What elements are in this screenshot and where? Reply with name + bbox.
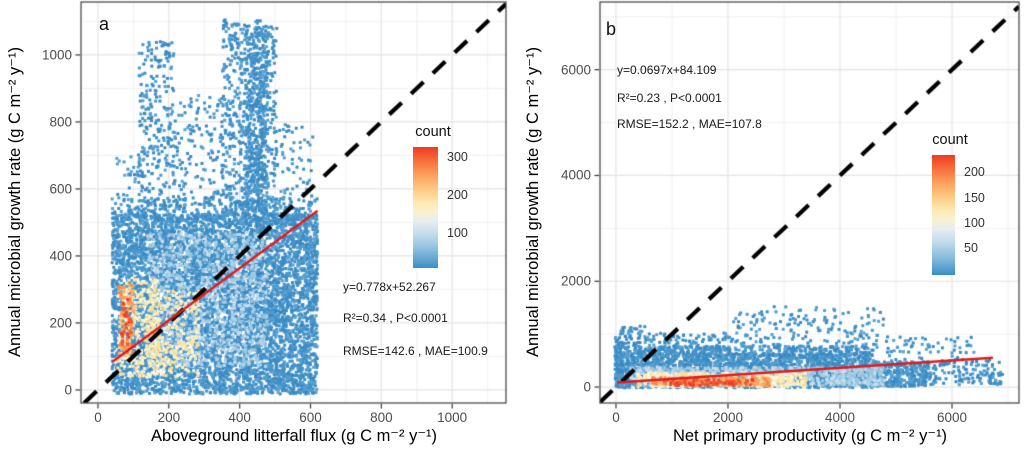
panel-b-rmse-mae: RMSE=152.2 , MAE=107.8 bbox=[617, 117, 762, 131]
panel-a-x-tick-label: 200 bbox=[157, 410, 181, 425]
panel-a-x-tick-label: 0 bbox=[94, 410, 102, 425]
panel-a-y-axis-title: Annual microbial growth rate (g C m⁻² y⁻… bbox=[6, 47, 24, 357]
panel-a-y-tick-label: 1000 bbox=[41, 47, 72, 63]
panel-a-regression-equation: y=0.778x+52.267 bbox=[343, 280, 436, 294]
panel-b-x-tick-label: 0 bbox=[612, 410, 620, 425]
panel-b-y-tick-label: 4000 bbox=[560, 167, 591, 183]
panel-a-colorbar-tick-label: 100 bbox=[447, 225, 468, 240]
panel-b-x-tick-label: 4000 bbox=[824, 410, 856, 425]
panel-b-x-tick-label: 2000 bbox=[712, 410, 743, 425]
panel-b-y-tick-label: 6000 bbox=[560, 62, 591, 78]
panel-b-x-tick-label: 6000 bbox=[936, 410, 968, 425]
panel-a-x-tick-label: 1000 bbox=[437, 410, 468, 425]
panel-a-y-tick-label: 800 bbox=[49, 114, 72, 130]
panel-a-label: a bbox=[99, 14, 110, 34]
panel-a-colorbar-gradient bbox=[413, 147, 438, 268]
panel-b-colorbar-gradient bbox=[932, 155, 955, 275]
panel-a-r2-pvalue: R²=0.34 , P<0.0001 bbox=[343, 311, 448, 325]
panel-a-x-tick-label: 400 bbox=[228, 410, 251, 425]
panel-a-rmse-mae: RMSE=142.6 , MAE=100.9 bbox=[343, 344, 488, 358]
panel-b-colorbar-tick-label: 50 bbox=[964, 241, 978, 255]
panel-a-colorbar-tick-label: 300 bbox=[447, 150, 468, 165]
panel-b-y-axis-title: Annual microbial growth rate (g C m⁻² y⁻… bbox=[524, 47, 542, 357]
panel-b-label: b bbox=[606, 19, 617, 39]
panel-b-y-tick-label: 0 bbox=[583, 379, 591, 395]
panel-a-colorbar-title: count bbox=[415, 124, 451, 140]
panel-a-colorbar-tick-label: 200 bbox=[447, 188, 468, 203]
panel-b-x-axis-title: Net primary productivity (g C m⁻² y⁻¹) bbox=[672, 427, 948, 445]
panel-a-x-tick-label: 800 bbox=[370, 410, 393, 425]
panel-b-colorbar-tick-label: 150 bbox=[964, 190, 985, 205]
panel-b-y-tick-label: 2000 bbox=[560, 273, 591, 289]
panel-b-colorbar-tick-label: 100 bbox=[964, 216, 985, 231]
panel-b-colorbar-title: count bbox=[932, 132, 968, 148]
panel-b-r2-pvalue: R²=0.23 , P<0.0001 bbox=[617, 91, 722, 105]
panel-b-colorbar-tick-label: 200 bbox=[964, 165, 985, 180]
panel-a-y-tick-label: 400 bbox=[49, 248, 72, 264]
panel-a-y-tick-label: 200 bbox=[49, 315, 72, 331]
panel-a-x-axis-title: Aboveground litterfall flux (g C m⁻² y⁻¹… bbox=[150, 427, 438, 445]
panel-b-regression-equation: y=0.0697x+84.109 bbox=[617, 63, 717, 77]
panel-a-y-tick-label: 600 bbox=[49, 181, 72, 197]
panel-a-x-tick-label: 600 bbox=[299, 410, 322, 425]
panel-a-y-tick-label: 0 bbox=[64, 382, 72, 398]
